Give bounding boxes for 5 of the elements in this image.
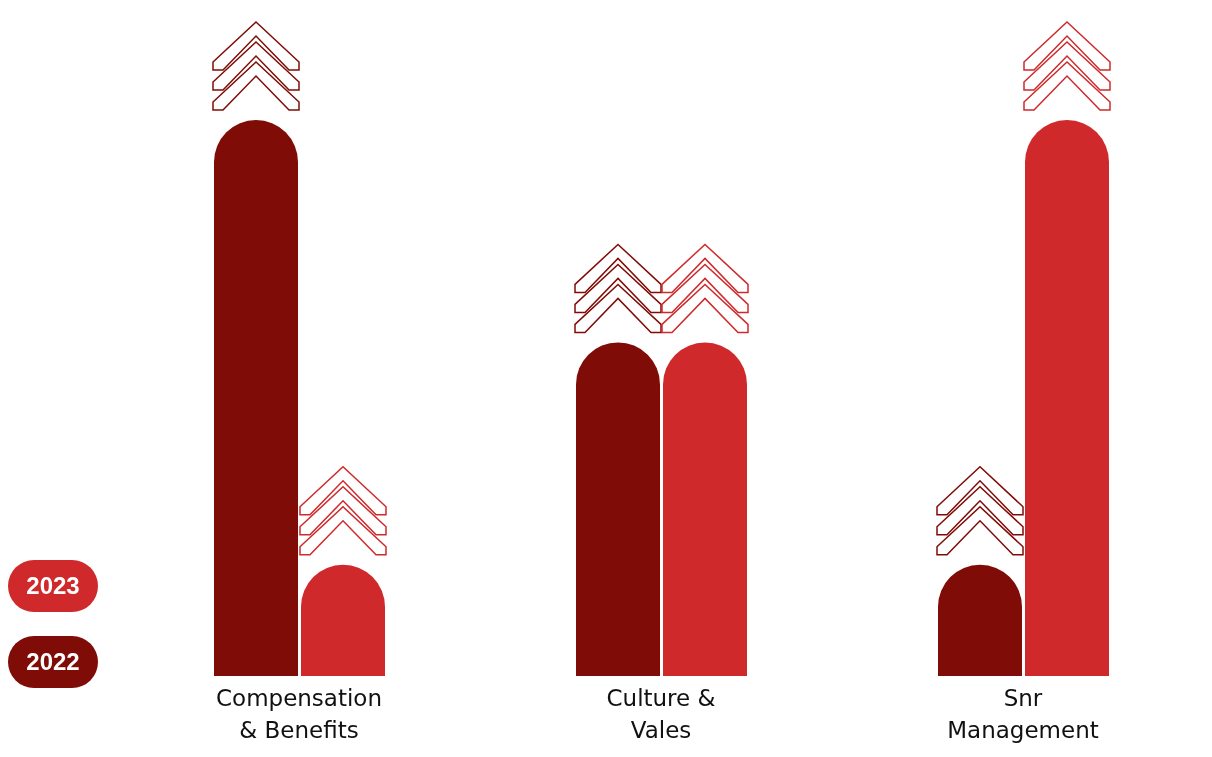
x-tick-label: Compensation & Benefits (216, 685, 382, 743)
text: 2022 (8, 636, 98, 688)
x-tick-label: Snr Management (947, 685, 1099, 743)
x-tick-label: Culture & Vales (606, 685, 716, 743)
text: 2023 (8, 560, 98, 612)
